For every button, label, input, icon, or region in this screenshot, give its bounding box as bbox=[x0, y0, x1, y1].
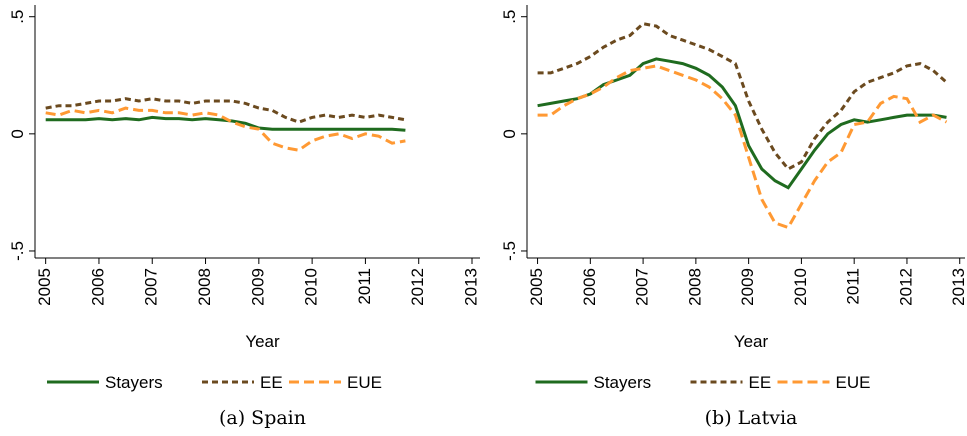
x-axis-label: Year bbox=[245, 332, 280, 351]
legend-label: Stayers bbox=[105, 373, 163, 392]
x-tick-label: 2007 bbox=[142, 268, 161, 306]
y-tick-label: 0 bbox=[500, 129, 519, 138]
x-tick-label: 2011 bbox=[355, 268, 374, 305]
y-tick-label: .5 bbox=[500, 10, 519, 24]
x-tick-label: 2009 bbox=[738, 268, 757, 306]
x-tick-label: 2005 bbox=[527, 268, 546, 306]
y-tick-label: 0 bbox=[8, 129, 27, 138]
series-line bbox=[537, 22, 948, 171]
x-tick-label: 2013 bbox=[949, 268, 967, 306]
legend-label: EUE bbox=[347, 373, 382, 392]
x-tick-label: 2013 bbox=[461, 268, 480, 306]
x-tick-label: 2008 bbox=[685, 268, 704, 306]
legend-label: EE bbox=[260, 373, 283, 392]
x-tick-label: 2005 bbox=[35, 268, 54, 306]
caption: (a) Spain bbox=[219, 407, 306, 429]
x-tick-label: 2006 bbox=[88, 268, 107, 306]
series-line bbox=[45, 97, 406, 124]
series-line bbox=[45, 106, 406, 152]
series-line bbox=[537, 64, 948, 230]
x-tick-label: 2006 bbox=[580, 268, 599, 306]
caption: (b) Latvia bbox=[705, 407, 798, 429]
x-axis-label: Year bbox=[734, 332, 769, 351]
legend-label: EE bbox=[749, 373, 772, 392]
x-tick-label: 2012 bbox=[408, 268, 427, 306]
legend-label: Stayers bbox=[594, 373, 652, 392]
y-tick-label: -.5 bbox=[500, 241, 519, 261]
x-tick-label: 2010 bbox=[791, 268, 810, 306]
x-tick-label: 2008 bbox=[195, 268, 214, 306]
series-line bbox=[537, 57, 947, 190]
x-tick-label: 2009 bbox=[248, 268, 267, 306]
y-tick-label: .5 bbox=[8, 10, 27, 24]
x-tick-label: 2012 bbox=[896, 268, 915, 306]
y-tick-label: -.5 bbox=[8, 241, 27, 261]
x-tick-label: 2011 bbox=[844, 268, 863, 305]
x-tick-label: 2010 bbox=[302, 268, 321, 306]
series-line bbox=[45, 115, 406, 132]
x-tick-label: 2007 bbox=[633, 268, 652, 306]
legend-label: EUE bbox=[836, 373, 871, 392]
